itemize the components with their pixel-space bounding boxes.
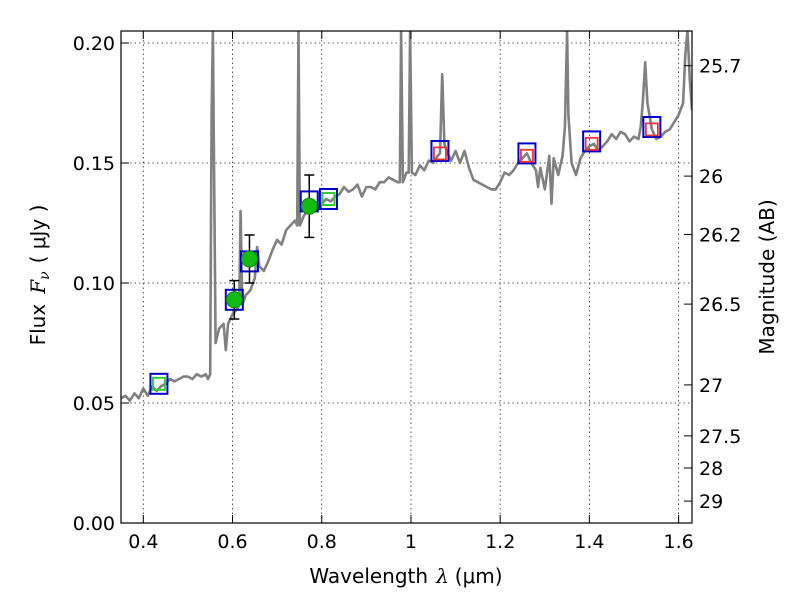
x-tick-label: 0.4 [128, 531, 158, 553]
magnitude-tick-label: 26 [699, 166, 723, 188]
magnitude-tick-label: 26.5 [699, 294, 741, 316]
wfc3-photometry-marker [433, 146, 447, 161]
y-tick-label: 0.20 [73, 33, 115, 55]
acs-photometry-marker [151, 376, 166, 391]
model-photometry-marker [149, 372, 169, 395]
model-photometry-marker [318, 188, 338, 210]
magnitude-tick-label: 25.7 [699, 56, 741, 78]
ticks: 0.4 0.6 0.8 1 1.2 1.4 1.6 0.00 0.05 0.10 0.15 0.20 2… [73, 31, 741, 553]
x-axis-unit: (μm) [455, 564, 503, 588]
wfc3-photometry-marker [644, 122, 659, 137]
model-photometry-marker [642, 116, 662, 138]
observed-flux-point [300, 197, 318, 215]
x-tick-label: 1.6 [664, 531, 694, 553]
observed-flux-point [240, 250, 258, 268]
magnitude-tick-label: 26.2 [699, 224, 741, 246]
x-tick-label: 0.8 [307, 531, 337, 553]
x-axis-symbol: λ [435, 564, 449, 588]
model-photometry-marker [582, 130, 602, 153]
magnitude-tick-label: 28 [699, 458, 723, 480]
y-axis-symbol: F [26, 279, 50, 295]
marker-layer [149, 116, 662, 395]
observed-flux-point [225, 291, 243, 309]
y-axis-unit: ( μJy ) [26, 205, 50, 264]
wfc3-photometry-marker [520, 148, 534, 163]
y-axis-label: Flux [26, 304, 50, 346]
magnitude-tick-label: 29 [699, 491, 723, 513]
y-tick-label: 0.00 [73, 513, 115, 535]
x-tick-label: 0.6 [217, 531, 247, 553]
model-photometry-marker [517, 142, 537, 165]
acs-photometry-marker [321, 192, 336, 206]
magnitude-tick-label: 27 [699, 375, 723, 397]
x-axis-title: Wavelength λ (μm) [309, 564, 502, 588]
x-tick-label: 1.4 [574, 531, 604, 553]
magnitude-tick-label: 27.5 [699, 426, 741, 448]
x-tick-label: 1 [405, 531, 417, 553]
y-tick-label: 0.15 [73, 153, 115, 175]
y-axis-title: Flux Fν ( μJy ) [26, 205, 53, 346]
y-axis-subscript: ν [37, 271, 53, 280]
y-tick-label: 0.05 [73, 393, 115, 415]
plot-frame [120, 30, 693, 524]
magnitude-axis-title: Magnitude (AB) [755, 199, 779, 354]
model-photometry-marker [430, 140, 450, 162]
plot-background [121, 31, 692, 523]
x-tick-label: 1.2 [485, 531, 515, 553]
wfc3-photometry-marker [584, 136, 599, 151]
x-axis-label: Wavelength [309, 564, 428, 588]
y-tick-label: 0.10 [73, 273, 115, 295]
